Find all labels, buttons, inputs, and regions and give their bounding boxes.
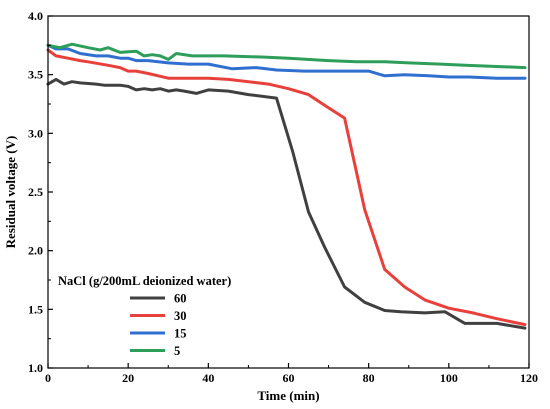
y-tick-label: 1.5 <box>28 302 43 316</box>
x-tick-label: 40 <box>202 371 214 385</box>
x-axis-title: Time (min) <box>257 388 319 403</box>
x-tick-label: 0 <box>45 371 51 385</box>
y-tick-label: 3.0 <box>28 126 43 140</box>
x-tick-label: 100 <box>440 371 458 385</box>
legend: NaCl (g/200mL deionized water) 60 30 15 5 <box>58 274 231 358</box>
y-tick-label: 2.5 <box>28 185 43 199</box>
x-tick-label: 20 <box>122 371 134 385</box>
y-tick-label: 1.0 <box>28 361 43 375</box>
legend-label-60: 60 <box>174 292 187 306</box>
x-tick-label: 80 <box>363 371 375 385</box>
legend-label-15: 15 <box>174 327 187 341</box>
ticks-layer: 0 20 40 60 80 100 120 1.0 1.5 2.0 2.5 3.0 3.5 4.0 <box>28 9 538 385</box>
y-tick-label: 4.0 <box>28 9 43 23</box>
legend-title: NaCl (g/200mL deionized water) <box>58 274 231 288</box>
series-line-15 <box>46 43 527 80</box>
x-tick-label: 120 <box>520 371 538 385</box>
series-layer <box>46 42 527 330</box>
series-line-60 <box>46 77 527 330</box>
y-tick-label: 3.5 <box>28 68 43 82</box>
x-tick-label: 60 <box>283 371 295 385</box>
series-line-5 <box>46 42 527 70</box>
y-axis-title: Residual voltage (V) <box>3 136 18 249</box>
y-tick-label: 2.0 <box>28 244 43 258</box>
legend-label-5: 5 <box>174 344 180 358</box>
legend-label-30: 30 <box>174 309 187 323</box>
series-line-30 <box>46 48 527 327</box>
